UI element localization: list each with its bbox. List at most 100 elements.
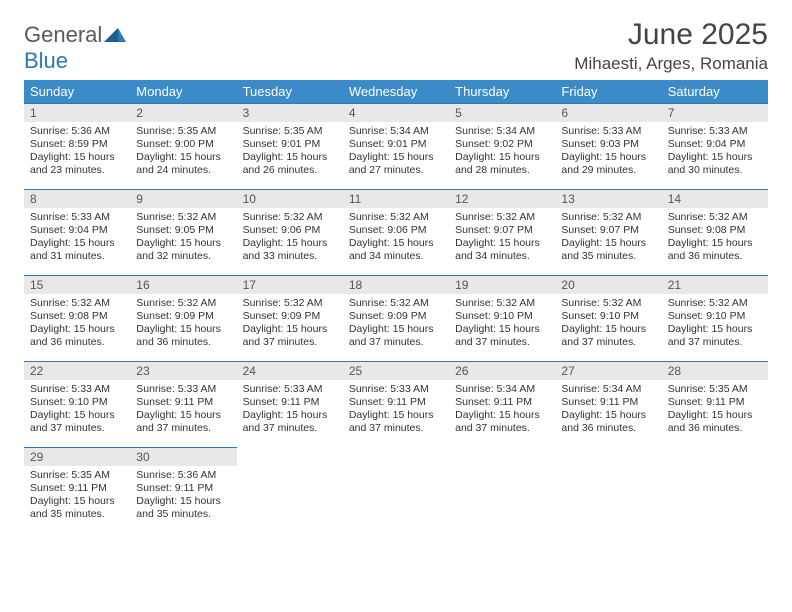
daylight-text-2: and 37 minutes. (455, 336, 549, 349)
sunrise-text: Sunrise: 5:33 AM (30, 383, 124, 396)
sunrise-text: Sunrise: 5:32 AM (243, 297, 337, 310)
day-body: Sunrise: 5:32 AMSunset: 9:07 PMDaylight:… (555, 208, 661, 268)
sunset-text: Sunset: 9:09 PM (243, 310, 337, 323)
daylight-text-2: and 31 minutes. (30, 250, 124, 263)
month-title: June 2025 (574, 18, 768, 52)
day-body: Sunrise: 5:33 AMSunset: 9:04 PMDaylight:… (24, 208, 130, 268)
sunrise-text: Sunrise: 5:34 AM (455, 125, 549, 138)
day-number: 14 (662, 190, 768, 208)
day-number: 30 (130, 448, 236, 466)
daylight-text-2: and 35 minutes. (30, 508, 124, 521)
day-body: Sunrise: 5:33 AMSunset: 9:11 PMDaylight:… (130, 380, 236, 440)
day-number: 5 (449, 104, 555, 122)
calendar-day-cell: 24Sunrise: 5:33 AMSunset: 9:11 PMDayligh… (237, 362, 343, 448)
calendar-day-cell: 2Sunrise: 5:35 AMSunset: 9:00 PMDaylight… (130, 104, 236, 190)
calendar-week-row: 22Sunrise: 5:33 AMSunset: 9:10 PMDayligh… (24, 362, 768, 448)
sunset-text: Sunset: 9:08 PM (30, 310, 124, 323)
calendar-day-cell: 10Sunrise: 5:32 AMSunset: 9:06 PMDayligh… (237, 190, 343, 276)
calendar-day-cell: 21Sunrise: 5:32 AMSunset: 9:10 PMDayligh… (662, 276, 768, 362)
sunset-text: Sunset: 9:03 PM (561, 138, 655, 151)
day-body: Sunrise: 5:32 AMSunset: 9:08 PMDaylight:… (24, 294, 130, 354)
day-number: 24 (237, 362, 343, 380)
daylight-text-2: and 35 minutes. (136, 508, 230, 521)
sunset-text: Sunset: 9:11 PM (349, 396, 443, 409)
calendar-day-cell: 22Sunrise: 5:33 AMSunset: 9:10 PMDayligh… (24, 362, 130, 448)
daylight-text-1: Daylight: 15 hours (455, 409, 549, 422)
daylight-text-2: and 36 minutes. (668, 250, 762, 263)
daylight-text-2: and 26 minutes. (243, 164, 337, 177)
calendar-day-cell: 26Sunrise: 5:34 AMSunset: 9:11 PMDayligh… (449, 362, 555, 448)
daylight-text-1: Daylight: 15 hours (243, 151, 337, 164)
sunset-text: Sunset: 8:59 PM (30, 138, 124, 151)
weekday-header: Monday (130, 80, 236, 104)
daylight-text-2: and 37 minutes. (30, 422, 124, 435)
calendar-day-cell: 8Sunrise: 5:33 AMSunset: 9:04 PMDaylight… (24, 190, 130, 276)
daylight-text-2: and 35 minutes. (561, 250, 655, 263)
title-block: June 2025 Mihaesti, Arges, Romania (574, 18, 768, 74)
calendar-day-cell: 19Sunrise: 5:32 AMSunset: 9:10 PMDayligh… (449, 276, 555, 362)
daylight-text-1: Daylight: 15 hours (349, 323, 443, 336)
sunset-text: Sunset: 9:11 PM (136, 482, 230, 495)
day-body: Sunrise: 5:35 AMSunset: 9:01 PMDaylight:… (237, 122, 343, 182)
day-number: 4 (343, 104, 449, 122)
calendar-empty-cell (555, 448, 661, 534)
day-body: Sunrise: 5:32 AMSunset: 9:08 PMDaylight:… (662, 208, 768, 268)
sunset-text: Sunset: 9:00 PM (136, 138, 230, 151)
day-body: Sunrise: 5:35 AMSunset: 9:00 PMDaylight:… (130, 122, 236, 182)
day-body: Sunrise: 5:34 AMSunset: 9:11 PMDaylight:… (555, 380, 661, 440)
calendar-day-cell: 29Sunrise: 5:35 AMSunset: 9:11 PMDayligh… (24, 448, 130, 534)
sunrise-text: Sunrise: 5:35 AM (136, 125, 230, 138)
daylight-text-1: Daylight: 15 hours (668, 323, 762, 336)
daylight-text-2: and 33 minutes. (243, 250, 337, 263)
calendar-day-cell: 18Sunrise: 5:32 AMSunset: 9:09 PMDayligh… (343, 276, 449, 362)
sunset-text: Sunset: 9:10 PM (30, 396, 124, 409)
logo-word-general: General (24, 22, 102, 47)
day-number: 1 (24, 104, 130, 122)
sunrise-text: Sunrise: 5:32 AM (243, 211, 337, 224)
day-number: 29 (24, 448, 130, 466)
calendar-day-cell: 7Sunrise: 5:33 AMSunset: 9:04 PMDaylight… (662, 104, 768, 190)
calendar-day-cell: 1Sunrise: 5:36 AMSunset: 8:59 PMDaylight… (24, 104, 130, 190)
calendar-week-row: 1Sunrise: 5:36 AMSunset: 8:59 PMDaylight… (24, 104, 768, 190)
weekday-header: Friday (555, 80, 661, 104)
daylight-text-1: Daylight: 15 hours (455, 323, 549, 336)
calendar-day-cell: 4Sunrise: 5:34 AMSunset: 9:01 PMDaylight… (343, 104, 449, 190)
sunrise-text: Sunrise: 5:32 AM (668, 297, 762, 310)
daylight-text-2: and 37 minutes. (349, 336, 443, 349)
sunset-text: Sunset: 9:04 PM (30, 224, 124, 237)
sunrise-text: Sunrise: 5:32 AM (349, 211, 443, 224)
day-body: Sunrise: 5:33 AMSunset: 9:11 PMDaylight:… (343, 380, 449, 440)
sunrise-text: Sunrise: 5:33 AM (243, 383, 337, 396)
daylight-text-1: Daylight: 15 hours (136, 323, 230, 336)
sunset-text: Sunset: 9:10 PM (455, 310, 549, 323)
sunrise-text: Sunrise: 5:32 AM (30, 297, 124, 310)
daylight-text-2: and 27 minutes. (349, 164, 443, 177)
calendar-page: General Blue June 2025 Mihaesti, Arges, … (0, 0, 792, 552)
daylight-text-1: Daylight: 15 hours (455, 151, 549, 164)
day-number: 2 (130, 104, 236, 122)
day-number: 6 (555, 104, 661, 122)
daylight-text-2: and 36 minutes. (668, 422, 762, 435)
daylight-text-2: and 37 minutes. (243, 336, 337, 349)
day-body: Sunrise: 5:33 AMSunset: 9:04 PMDaylight:… (662, 122, 768, 182)
day-body: Sunrise: 5:35 AMSunset: 9:11 PMDaylight:… (24, 466, 130, 526)
calendar-day-cell: 14Sunrise: 5:32 AMSunset: 9:08 PMDayligh… (662, 190, 768, 276)
daylight-text-1: Daylight: 15 hours (30, 323, 124, 336)
sunrise-text: Sunrise: 5:33 AM (561, 125, 655, 138)
sunset-text: Sunset: 9:10 PM (668, 310, 762, 323)
daylight-text-1: Daylight: 15 hours (243, 323, 337, 336)
day-body: Sunrise: 5:32 AMSunset: 9:06 PMDaylight:… (237, 208, 343, 268)
header-row: General Blue June 2025 Mihaesti, Arges, … (24, 18, 768, 74)
day-number: 9 (130, 190, 236, 208)
sunset-text: Sunset: 9:11 PM (561, 396, 655, 409)
sunrise-text: Sunrise: 5:32 AM (455, 211, 549, 224)
daylight-text-1: Daylight: 15 hours (136, 409, 230, 422)
daylight-text-2: and 37 minutes. (455, 422, 549, 435)
sunset-text: Sunset: 9:01 PM (349, 138, 443, 151)
weekday-header: Tuesday (237, 80, 343, 104)
day-number: 20 (555, 276, 661, 294)
day-number: 10 (237, 190, 343, 208)
daylight-text-2: and 29 minutes. (561, 164, 655, 177)
day-number: 12 (449, 190, 555, 208)
daylight-text-1: Daylight: 15 hours (561, 237, 655, 250)
